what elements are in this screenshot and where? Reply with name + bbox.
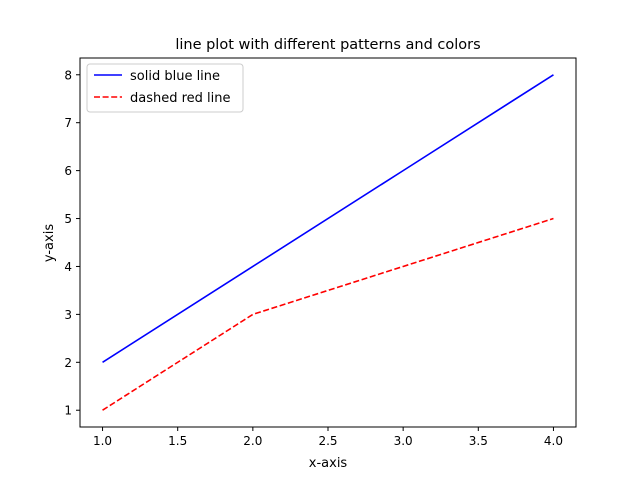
y-tick-label: 7 [64,116,72,130]
series-line-solid-blue-line [102,74,554,363]
legend-label-solid-blue-line: solid blue line [130,69,220,84]
x-tick-label: 3.0 [394,434,413,448]
y-tick-label: 5 [64,212,72,226]
y-tick-label: 4 [64,260,72,274]
legend: solid blue line dashed red line [86,63,244,113]
y-tick-label: 1 [64,404,72,418]
y-tick-label: 3 [64,308,72,322]
legend-box [86,63,244,113]
x-tick-label: 3.5 [469,434,488,448]
y-axis-ticks: 1 2 3 4 5 6 7 8 [64,68,80,418]
chart-title: line plot with different patterns and co… [175,37,480,53]
x-tick-label: 2.0 [243,434,262,448]
y-tick-label: 8 [64,68,72,82]
x-axis-ticks: 1.0 1.5 2.0 2.5 3.0 3.5 4.0 [93,427,563,448]
x-tick-label: 4.0 [544,434,563,448]
y-tick-label: 6 [64,164,72,178]
x-tick-label: 1.5 [168,434,187,448]
series-layer [102,74,554,411]
x-axis-label: x-axis [309,456,348,471]
x-tick-label: 2.5 [318,434,337,448]
x-tick-label: 1.0 [93,434,112,448]
series-line-dashed-red-line [102,217,554,411]
y-axis-label: y-axis [42,224,57,262]
legend-label-dashed-red-line: dashed red line [130,91,231,106]
y-tick-label: 2 [64,356,72,370]
